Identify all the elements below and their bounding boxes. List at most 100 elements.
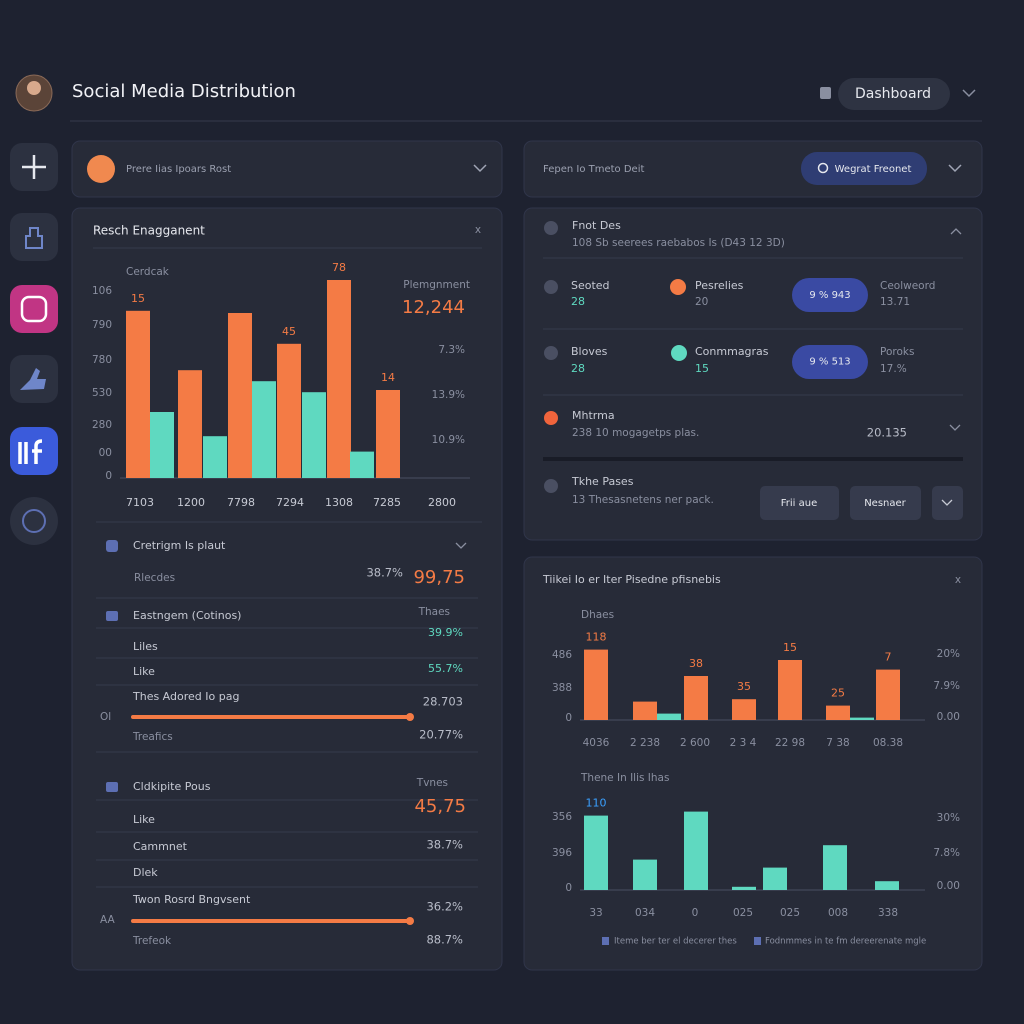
button[interactable] <box>760 486 839 520</box>
metric-value: 39.9% <box>428 626 463 639</box>
bar <box>684 676 708 720</box>
x-tick-label: 0 <box>692 907 699 919</box>
pill[interactable] <box>792 278 868 312</box>
row-icon <box>544 280 558 294</box>
metric-label: Dlek <box>133 866 158 879</box>
dropdown-button[interactable] <box>932 486 963 520</box>
bar-label: 14 <box>381 371 395 384</box>
bar <box>826 705 850 720</box>
x-tick-label: 7798 <box>227 496 255 509</box>
note-text: 238 10 mogagetps plas. <box>572 427 699 439</box>
filter-left[interactable] <box>71 140 503 198</box>
metric-value: 45,75 <box>414 796 466 817</box>
metric-value: 88.7% <box>426 933 463 947</box>
bar <box>376 390 400 478</box>
collapse-caret[interactable] <box>950 228 962 235</box>
facebook-icon <box>18 439 43 464</box>
x-tick-label: 338 <box>878 907 898 919</box>
y-tick-label: 0 <box>105 470 112 482</box>
x-tick-label: 2 3 4 <box>730 737 757 749</box>
bar-label: 15 <box>131 292 145 305</box>
bar-label: 15 <box>783 641 797 654</box>
filter-placeholder: Prere Iias Ipoars Rost <box>126 164 231 175</box>
header-caret[interactable] <box>962 89 976 98</box>
section-caret[interactable] <box>455 542 467 549</box>
filter-placeholder: Fepen Io Tmeto Deit <box>543 164 644 175</box>
pill-label: 9 % 513 <box>809 357 850 368</box>
metric-value: 38.7% <box>366 566 403 580</box>
chart-label: 7.3% <box>438 344 465 356</box>
bar <box>732 886 756 890</box>
metric-label: Twon Rosrd Bngvsent <box>132 893 251 906</box>
row-label: Pesrelies <box>695 279 744 292</box>
chart-label: 13.9% <box>432 389 465 401</box>
bar <box>850 717 874 720</box>
nav-instagram[interactable] <box>10 285 58 333</box>
x-tick-label: 025 <box>780 907 800 919</box>
x-tick-label: 7285 <box>373 496 401 509</box>
y-tick-label: 0 <box>565 712 572 724</box>
row-value: 28 <box>571 295 585 308</box>
button[interactable] <box>850 486 921 520</box>
note-value: 20.135 <box>867 426 907 440</box>
note-icon <box>544 411 558 425</box>
row-label: Bloves <box>571 345 608 358</box>
x-tick-label: 2 238 <box>630 737 660 749</box>
y-tick-label: 388 <box>552 682 572 694</box>
metric-label: Treafics <box>132 731 173 743</box>
x-tick-label: 008 <box>828 907 848 919</box>
bar <box>126 310 150 478</box>
nav-profile[interactable] <box>10 213 58 261</box>
row-label: Ceolweord <box>880 280 935 292</box>
bar <box>633 859 657 890</box>
search-button[interactable] <box>801 152 927 185</box>
status-icon <box>671 345 687 361</box>
bar-label: 35 <box>737 680 751 693</box>
column-label: Tvnes <box>416 777 448 789</box>
row-icon <box>544 479 558 493</box>
close-button[interactable]: x <box>475 224 481 236</box>
filter-caret[interactable] <box>473 164 487 173</box>
x-tick-label: 7103 <box>126 496 154 509</box>
close-button[interactable]: x <box>955 574 961 586</box>
x-tick-label: 2 600 <box>680 737 710 749</box>
pill[interactable] <box>792 345 868 379</box>
chart-title: Thene In Ilis Ihas <box>580 772 669 784</box>
x-tick-label: 7294 <box>276 496 304 509</box>
progress-knob[interactable] <box>406 713 414 721</box>
x-tick-label: 08.38 <box>873 737 903 749</box>
chart-label: 10.9% <box>432 434 465 446</box>
y-tick-label: 356 <box>552 811 572 823</box>
row-label: Poroks <box>880 346 914 358</box>
nav-settings[interactable] <box>10 497 58 545</box>
metric-label: Like <box>133 665 155 678</box>
bar <box>203 436 227 478</box>
metric-value: 38.7% <box>426 838 463 852</box>
x-tick-label: 1308 <box>325 496 353 509</box>
dashboard-button[interactable] <box>838 78 950 110</box>
lock-icon[interactable] <box>820 87 831 99</box>
bar <box>875 881 899 890</box>
bar-label: 110 <box>586 797 607 810</box>
y2-tick-label: 7.9% <box>933 680 960 692</box>
note-title: Mhtrma <box>572 409 615 422</box>
bar-label: 45 <box>282 325 296 338</box>
progress-knob[interactable] <box>406 917 414 925</box>
x-tick-label: 33 <box>589 907 602 919</box>
section-icon <box>106 611 118 621</box>
y-tick-label: 486 <box>552 649 572 661</box>
y-tick-label: 106 <box>92 285 112 297</box>
y2-tick-label: 30% <box>937 812 960 824</box>
y2-tick-label: 7.8% <box>933 847 960 859</box>
section-title: Cretrigm Is plaut <box>133 539 226 552</box>
filter-caret[interactable] <box>948 164 962 173</box>
note-caret[interactable] <box>949 424 961 431</box>
bar <box>584 649 608 720</box>
filter-avatar <box>87 155 115 183</box>
panel-subtitle: 108 Sb seerees raebabos Is (D43 12 3D) <box>572 237 785 249</box>
x-tick-label: 4036 <box>583 737 610 749</box>
panel-title: Tiikei Io er Iter Pisedne pfisnebis <box>542 573 721 586</box>
row-value: 28 <box>571 362 585 375</box>
metric-value: 99,75 <box>413 567 465 588</box>
